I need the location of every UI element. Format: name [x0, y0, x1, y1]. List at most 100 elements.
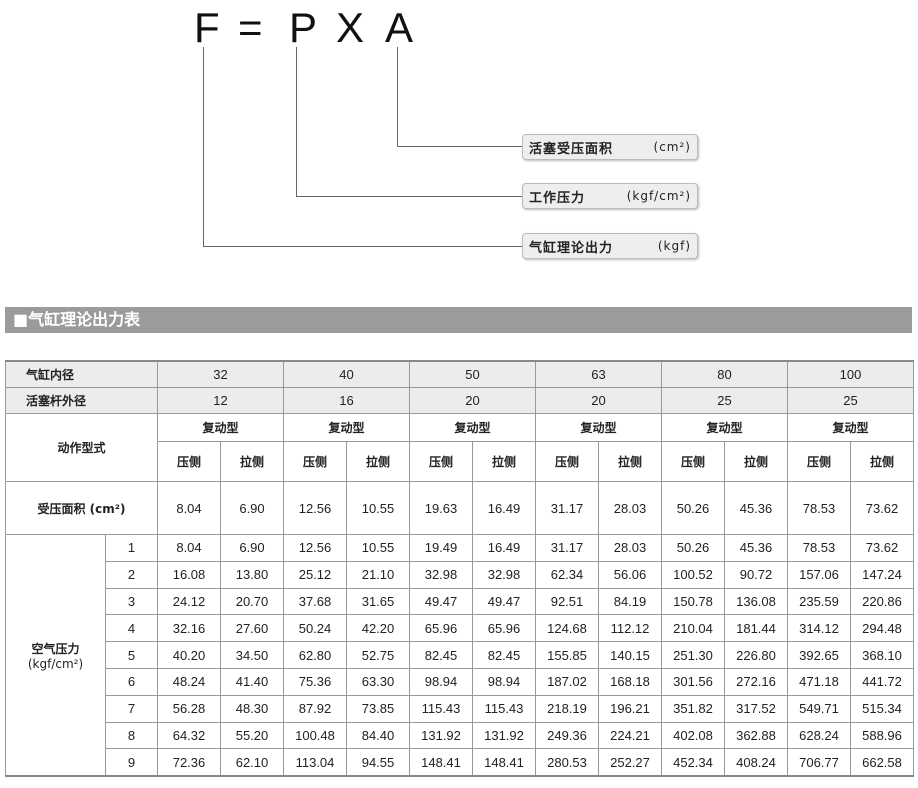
area-cell: 8.04: [157, 481, 221, 535]
force-cell: 8.04: [157, 534, 221, 562]
force-cell: 235.59: [787, 587, 851, 616]
force-cell: 13.80: [220, 560, 284, 589]
formula-x: X: [336, 4, 365, 51]
force-cell: 150.78: [661, 587, 725, 616]
force-cell: 37.68: [283, 587, 347, 616]
rod-row: 活塞杆外径 12 16 20 20 25 25: [5, 387, 914, 414]
push-side-cell: 压侧: [283, 441, 347, 482]
force-cell: 32.98: [472, 560, 536, 589]
force-cell: 72.36: [157, 748, 221, 777]
force-cell: 73.85: [346, 694, 410, 723]
force-cell: 549.71: [787, 694, 851, 723]
force-cell: 55.20: [220, 721, 284, 750]
label-piston-area: 活塞受压面积 (cm²): [522, 134, 698, 160]
force-cell: 48.24: [157, 667, 221, 696]
label-text: 活塞受压面积: [529, 141, 614, 157]
pull-side-cell: 拉侧: [598, 441, 662, 482]
action-row: 动作型式 复动型 复动型 复动型 复动型 复动型 复动型: [5, 413, 914, 482]
force-cell: 408.24: [724, 748, 788, 777]
pressure-unit: (kgf/cm²): [27, 656, 84, 671]
table-row: 5 40.20 34.50 62.80 52.75 82.45 82.45 155.85 140…: [6, 641, 914, 669]
force-cell: 94.55: [346, 748, 410, 777]
pressure-value: 5: [105, 641, 158, 669]
table-row: 8 64.32 55.20 100.48 84.40 131.92 131.92 249.36…: [6, 721, 914, 750]
force-cell: 280.53: [535, 748, 599, 777]
label-text: 工作压力: [529, 190, 586, 206]
force-cell: 148.41: [409, 748, 473, 777]
formula-equals: =: [238, 4, 263, 51]
force-cell: 210.04: [661, 614, 725, 643]
force-cell: 32.16: [157, 614, 221, 643]
force-cell: 515.34: [850, 694, 914, 723]
force-cell: 6.90: [220, 534, 284, 562]
area-cell: 6.90: [220, 481, 284, 535]
force-cell: 45.36: [724, 534, 788, 562]
action-type-cell: 复动型: [787, 413, 914, 442]
area-cell: 10.55: [346, 481, 410, 535]
force-cell: 588.96: [850, 721, 914, 750]
connector-line: [203, 246, 522, 247]
label-text: 气缸理论出力: [529, 240, 614, 256]
force-cell: 98.94: [409, 667, 473, 696]
bore-cell: 32: [157, 360, 284, 388]
pressure-value: 4: [105, 614, 158, 643]
force-cell: 41.40: [220, 667, 284, 696]
force-cell: 84.40: [346, 721, 410, 750]
force-cell: 147.24: [850, 560, 914, 589]
force-cell: 32.98: [409, 560, 473, 589]
force-cell: 92.51: [535, 587, 599, 616]
push-side-cell: 压侧: [157, 441, 221, 482]
formula-f: F: [194, 4, 220, 51]
force-cell: 19.49: [409, 534, 473, 562]
pull-side-cell: 拉侧: [724, 441, 788, 482]
push-side-cell: 压侧: [787, 441, 851, 482]
force-cell: 155.85: [535, 641, 599, 669]
force-cell: 452.34: [661, 748, 725, 777]
force-cell: 181.44: [724, 614, 788, 643]
force-cell: 157.06: [787, 560, 851, 589]
area-cell: 12.56: [283, 481, 347, 535]
area-cell: 50.26: [661, 481, 725, 535]
force-cell: 196.21: [598, 694, 662, 723]
area-row: 受压面积 (cm²) 8.04 6.90 12.56 10.55 19.63 16.49 31…: [5, 481, 914, 535]
force-cell: 706.77: [787, 748, 851, 777]
force-cell: 187.02: [535, 667, 599, 696]
force-cell: 12.56: [283, 534, 347, 562]
area-cell: 16.49: [472, 481, 536, 535]
force-cell: 56.28: [157, 694, 221, 723]
force-cell: 50.24: [283, 614, 347, 643]
label-unit: (kgf): [657, 239, 691, 253]
bore-row: 气缸内径 32 40 50 63 80 100: [5, 360, 914, 388]
force-cell: 441.72: [850, 667, 914, 696]
pressure-value: 9: [105, 748, 158, 777]
rod-cell: 16: [283, 387, 410, 414]
force-cell: 252.27: [598, 748, 662, 777]
connector-line: [296, 196, 522, 197]
force-cell: 112.12: [598, 614, 662, 643]
area-cell: 45.36: [724, 481, 788, 535]
force-cell: 251.30: [661, 641, 725, 669]
row-label: 活塞杆外径: [5, 387, 158, 414]
force-cell: 82.45: [472, 641, 536, 669]
force-cell: 78.53: [787, 534, 851, 562]
force-cell: 52.75: [346, 641, 410, 669]
label-working-pressure: 工作压力 (kgf/cm²): [522, 183, 698, 209]
force-cell: 314.12: [787, 614, 851, 643]
pull-side-cell: 拉侧: [850, 441, 914, 482]
force-cell: 31.17: [535, 534, 599, 562]
rod-cell: 25: [661, 387, 788, 414]
rod-cell: 20: [409, 387, 536, 414]
pressure-value: 2: [105, 560, 158, 589]
table-row: 6 48.24 41.40 75.36 63.30 98.94 98.94 187.02 168…: [6, 667, 914, 696]
force-cell: 87.92: [283, 694, 347, 723]
side-row: 压侧 拉侧 压侧 拉侧 压侧 拉侧 压侧 拉侧 压侧 拉侧 压侧 拉侧: [6, 441, 914, 482]
bore-cell: 100: [787, 360, 914, 388]
force-cell: 136.08: [724, 587, 788, 616]
force-cell: 62.80: [283, 641, 347, 669]
force-cell: 218.19: [535, 694, 599, 723]
table-row: 4 32.16 27.60 50.24 42.20 65.96 65.96 124.68 112…: [6, 614, 914, 643]
force-cell: 628.24: [787, 721, 851, 750]
action-type-cell: 复动型: [661, 413, 788, 442]
force-cell: 301.56: [661, 667, 725, 696]
pull-side-cell: 拉侧: [220, 441, 284, 482]
